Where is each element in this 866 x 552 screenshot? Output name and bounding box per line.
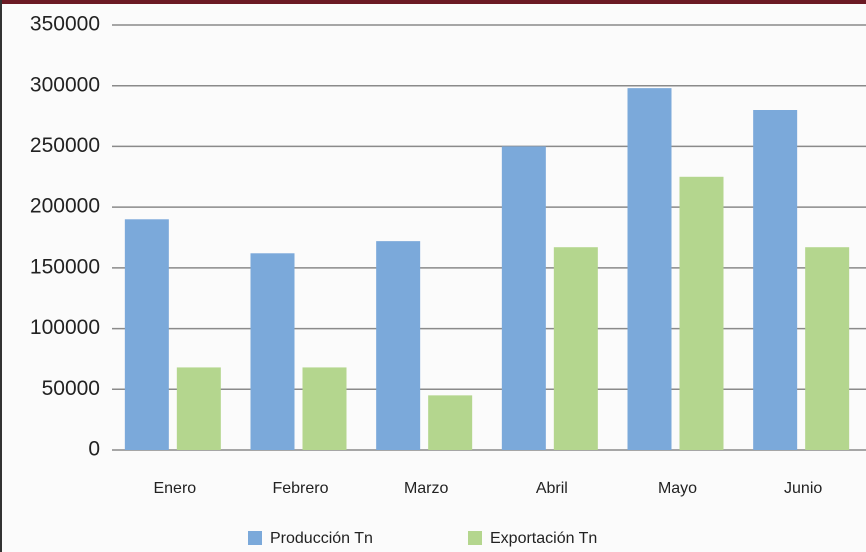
bar <box>553 247 598 450</box>
y-tick-label: 0 <box>88 438 100 461</box>
left-border <box>0 0 2 552</box>
y-tick-label: 100000 <box>30 316 100 339</box>
x-tick-label: Marzo <box>404 480 449 497</box>
bar <box>753 110 798 450</box>
bar <box>805 247 850 450</box>
bar <box>679 176 724 451</box>
y-tick-label: 300000 <box>30 73 100 96</box>
legend-label: Exportación Tn <box>490 530 597 547</box>
bar <box>124 219 169 450</box>
x-tick-label: Abril <box>536 480 568 497</box>
legend-swatch <box>248 531 262 545</box>
bar <box>250 253 295 450</box>
bar <box>176 367 221 450</box>
x-tick-label: Enero <box>153 480 196 497</box>
top-border <box>0 0 866 4</box>
bar <box>428 395 473 450</box>
y-tick-label: 200000 <box>30 195 100 218</box>
bar <box>376 241 421 450</box>
bar <box>627 88 672 451</box>
x-tick-label: Mayo <box>658 480 697 497</box>
bar <box>501 146 546 450</box>
y-tick-label: 50000 <box>42 377 100 400</box>
legend-swatch <box>468 531 482 545</box>
x-tick-label: Junio <box>784 480 822 497</box>
x-tick-label: Febrero <box>272 480 328 497</box>
y-tick-label: 250000 <box>30 134 100 157</box>
bar <box>302 367 347 450</box>
legend-label: Producción Tn <box>270 530 373 547</box>
y-tick-label: 350000 <box>30 13 100 36</box>
y-tick-label: 150000 <box>30 255 100 278</box>
